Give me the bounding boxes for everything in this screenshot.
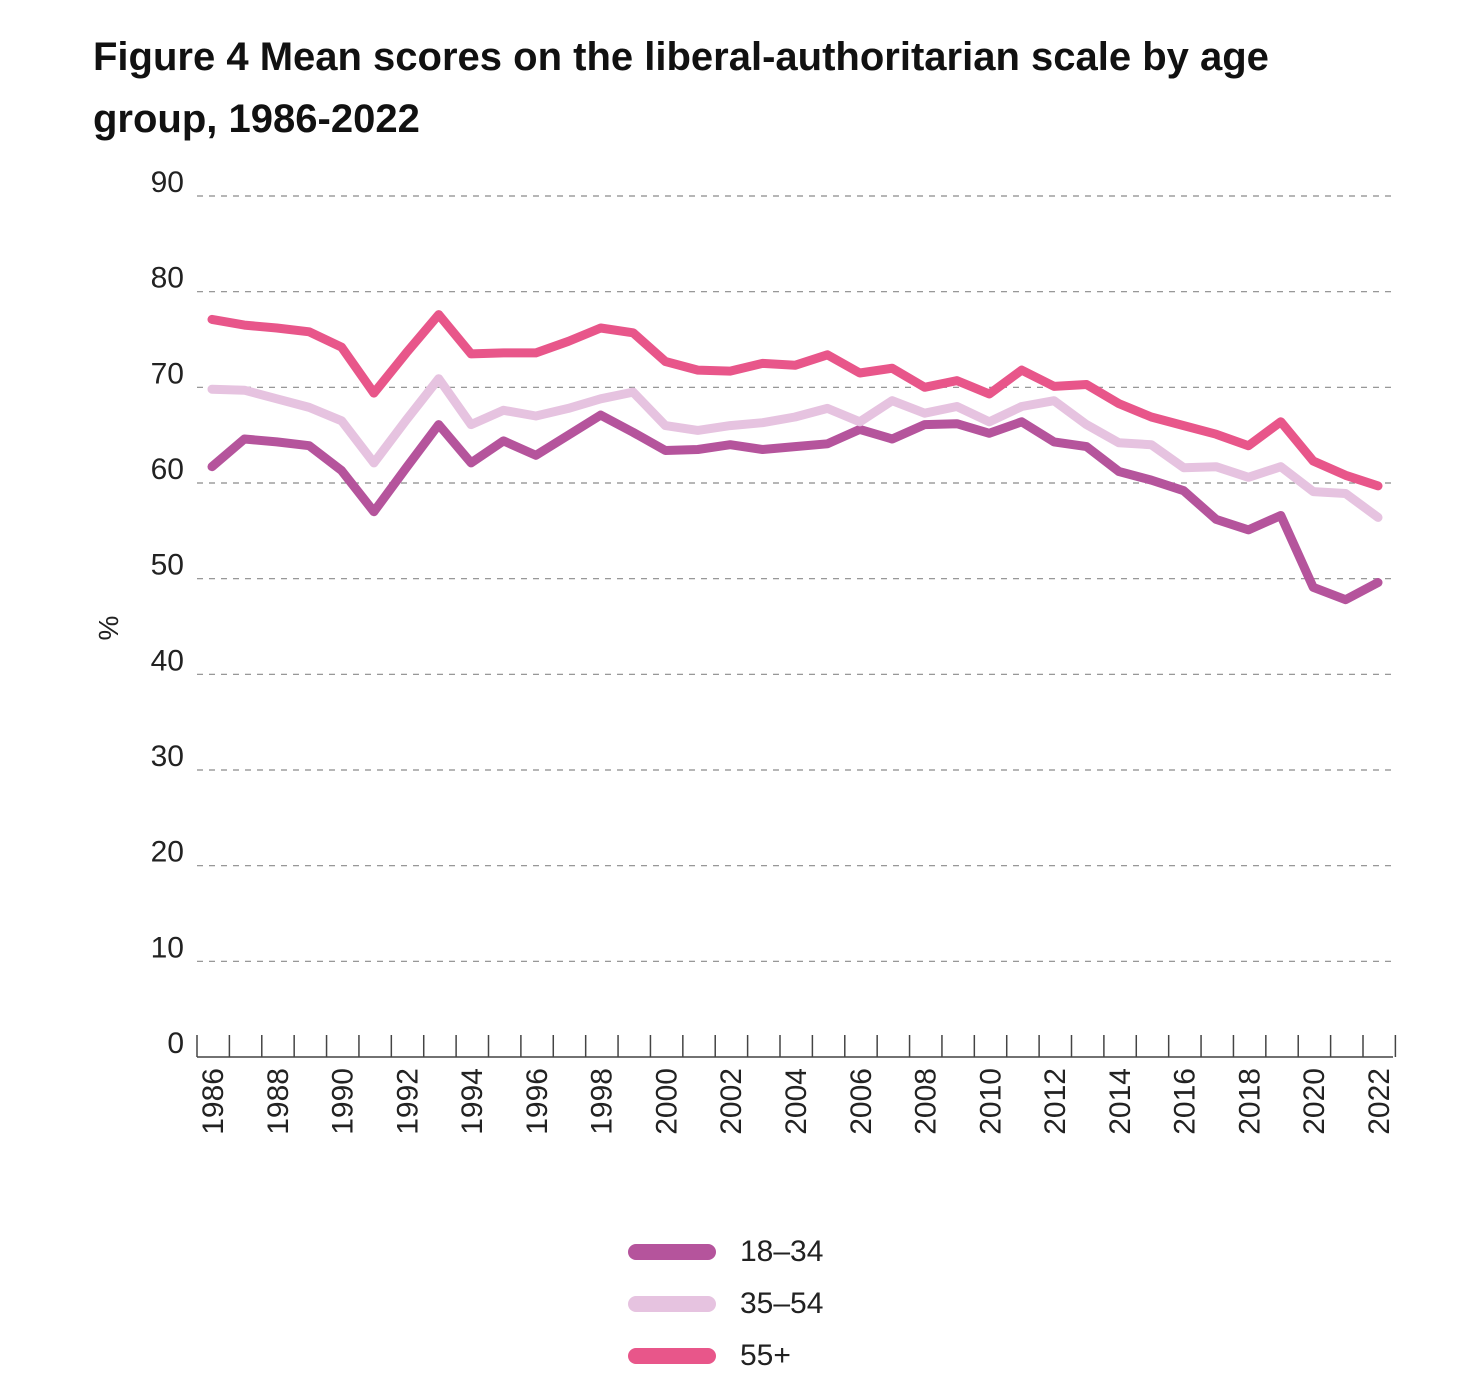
legend: 18–34 35–54 55+ — [628, 1226, 823, 1382]
y-tick-label: 0 — [167, 1027, 184, 1060]
x-tick-label: 1986 — [197, 1068, 230, 1135]
y-tick-label: 40 — [151, 644, 184, 677]
series-line — [207, 310, 1383, 491]
x-tick-label: 2016 — [1169, 1068, 1202, 1135]
y-tick-label: 10 — [151, 931, 184, 964]
y-tick-label: 80 — [151, 262, 184, 295]
x-tick-label: 1988 — [262, 1068, 295, 1135]
x-tick-label: 2000 — [650, 1068, 683, 1135]
y-tick-label: 30 — [151, 740, 184, 773]
x-tick-label: 2018 — [1233, 1068, 1266, 1135]
x-tick-label: 1990 — [327, 1068, 360, 1135]
x-tick-label: 2022 — [1363, 1068, 1396, 1135]
x-axis: 1986 1988 1990 1992 1994 1996 1998 2000 2002 2004… — [196, 1035, 1397, 1135]
x-tick-label: 2014 — [1104, 1068, 1137, 1135]
gridlines — [197, 195, 1393, 962]
x-tick-label: 2006 — [845, 1068, 878, 1135]
legend-swatch — [628, 1296, 716, 1312]
legend-swatch — [628, 1348, 716, 1364]
x-tick-label: 2008 — [910, 1068, 943, 1135]
legend-label: 18–34 — [740, 1235, 824, 1268]
x-tick-label: 2002 — [715, 1068, 748, 1135]
series-line — [207, 410, 1383, 605]
legend-swatch — [628, 1244, 716, 1260]
x-tick-label: 2010 — [974, 1068, 1007, 1135]
y-axis-ticks: 0 10 20 30 40 50 60 70 80 90 — [151, 166, 184, 1060]
line-chart: 0 10 20 30 40 50 60 70 80 90 1986 1988 1990 1992 1994… — [93, 166, 1397, 1135]
y-axis-label: % — [93, 616, 124, 641]
series-lines — [207, 310, 1383, 605]
legend-item: 18–34 — [628, 1226, 823, 1278]
x-tick-label: 1994 — [456, 1068, 489, 1135]
x-tick-label: 2012 — [1039, 1068, 1072, 1135]
x-tick-label: 2020 — [1298, 1068, 1331, 1135]
x-tick-label: 1998 — [586, 1068, 619, 1135]
y-tick-label: 60 — [151, 453, 184, 486]
legend-label: 35–54 — [740, 1287, 824, 1320]
legend-item: 35–54 — [628, 1278, 823, 1330]
y-tick-label: 50 — [151, 549, 184, 582]
x-tick-label: 1992 — [391, 1068, 424, 1135]
legend-label: 55+ — [740, 1339, 791, 1372]
x-tick-label: 2004 — [780, 1068, 813, 1135]
legend-item: 55+ — [628, 1330, 823, 1382]
y-tick-label: 90 — [151, 166, 184, 199]
x-tick-label: 1996 — [521, 1068, 554, 1135]
y-tick-label: 20 — [151, 836, 184, 869]
series-line — [207, 374, 1383, 522]
chart-title: Figure 4 Mean scores on the liberal-auth… — [93, 35, 1269, 141]
y-tick-label: 70 — [151, 357, 184, 390]
